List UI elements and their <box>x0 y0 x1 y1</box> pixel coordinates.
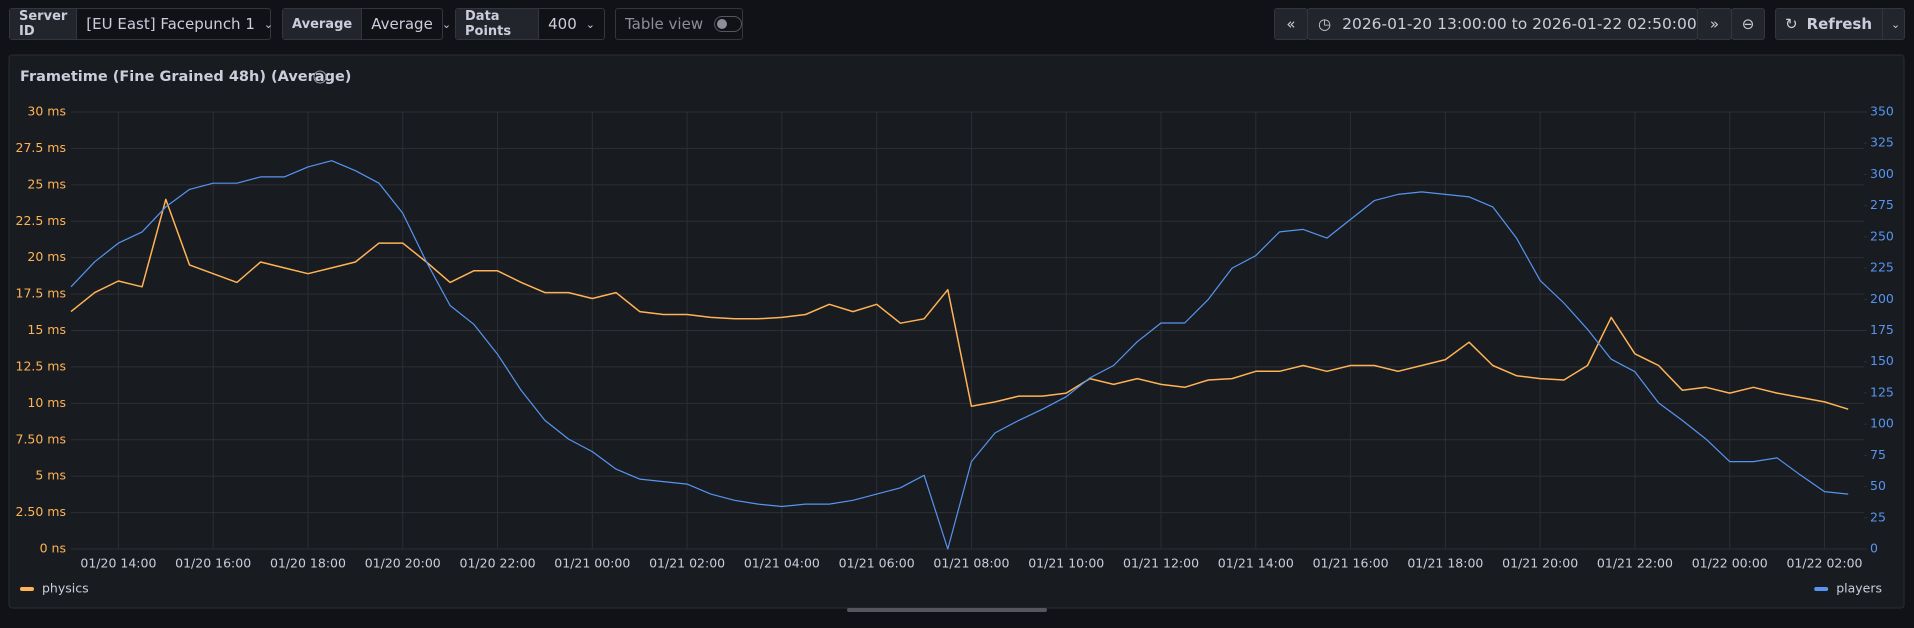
x-tick-label: 01/20 14:00 <box>80 556 156 571</box>
refresh-button[interactable]: ↻ Refresh ⌄ <box>1775 8 1905 40</box>
x-tick-label: 01/21 20:00 <box>1502 556 1578 571</box>
y2-tick-label: 250 <box>1870 228 1894 243</box>
aggregation-select[interactable]: Average Average ⌄ <box>282 8 451 40</box>
server-select[interactable]: Server ID [EU East] Facepunch 1 ⌄ <box>9 8 273 40</box>
y2-tick-label: 100 <box>1870 416 1894 431</box>
table-view-toggle[interactable]: Table view <box>615 8 743 40</box>
server-label: Server ID <box>10 9 78 39</box>
x-tick-label: 01/22 00:00 <box>1692 556 1768 571</box>
x-tick-label: 01/20 20:00 <box>365 556 441 571</box>
x-tick-label: 01/21 00:00 <box>554 556 630 571</box>
shift-back[interactable]: « <box>1274 8 1308 40</box>
x-tick-label: 01/21 06:00 <box>839 556 915 571</box>
y-tick-label: 17.5 ms <box>16 286 67 301</box>
x-tick-label: 01/21 18:00 <box>1407 556 1483 571</box>
time-range: 2026-01-20 13:00:00 to 2026-01-22 02:50:… <box>1342 15 1697 33</box>
y2-tick-label: 275 <box>1870 197 1894 212</box>
y-tick-label: 20 ms <box>27 249 66 264</box>
legend-label: players <box>1836 581 1882 596</box>
points-value: 400 <box>548 15 577 33</box>
chevron: ⌄ <box>263 17 274 31</box>
y2-tick-label: 50 <box>1870 478 1886 493</box>
y2-tick-label: 0 <box>1870 541 1878 556</box>
y-tick-label: 7.50 ms <box>16 431 67 446</box>
scrollbar[interactable] <box>847 608 1047 612</box>
points-label: Data Points <box>456 9 540 39</box>
y-tick-label: 15 ms <box>27 322 66 337</box>
y2-tick-label: 350 <box>1870 104 1894 119</box>
y2-tick-label: 225 <box>1870 260 1894 275</box>
zoom-out[interactable]: ⊖ <box>1731 8 1765 40</box>
aggregation-value: Average <box>371 15 433 33</box>
series-line <box>70 160 1849 550</box>
y2-tick-label: 325 <box>1870 135 1894 150</box>
y2-tick-label: 300 <box>1870 166 1894 181</box>
y-tick-label: 25 ms <box>27 176 66 191</box>
x-tick-label: 01/21 14:00 <box>1218 556 1294 571</box>
y2-tick-label: 150 <box>1870 353 1894 368</box>
y2-tick-label: 25 <box>1870 509 1886 524</box>
x-tick-label: 01/20 18:00 <box>270 556 346 571</box>
x-tick-label: 01/20 22:00 <box>460 556 536 571</box>
y-tick-label: 2.50 ms <box>16 504 67 519</box>
y-tick-label: 22.5 ms <box>16 213 67 228</box>
chevron: ⌄ <box>585 17 595 31</box>
y-tick-label: 30 ms <box>27 104 66 119</box>
y2-tick-label: 75 <box>1870 447 1886 462</box>
y-tick-label: 27.5 ms <box>16 140 67 155</box>
y-tick-label: 10 ms <box>27 395 66 410</box>
x-tick-label: 01/21 16:00 <box>1313 556 1389 571</box>
x-tick-label: 01/21 02:00 <box>649 556 725 571</box>
refresh-label: Refresh <box>1806 15 1873 33</box>
table-view-label: Table view <box>625 15 704 33</box>
refresh-interval[interactable]: ⌄ <box>1882 9 1909 39</box>
clock-icon: ◷ <box>1318 15 1332 33</box>
series-line <box>70 198 1849 410</box>
chevron: ⌄ <box>441 17 452 31</box>
legend-swatch <box>1814 587 1829 591</box>
points-select[interactable]: Data Points 400 ⌄ <box>455 8 605 40</box>
y-tick-label: 0 ns <box>40 541 66 556</box>
x-tick-label: 01/20 16:00 <box>175 556 251 571</box>
y-tick-label: 5 ms <box>35 468 66 483</box>
x-tick-label: 01/21 04:00 <box>744 556 820 571</box>
x-tick-label: 01/21 10:00 <box>1028 556 1104 571</box>
y-tick-label: 12.5 ms <box>16 358 67 373</box>
switch <box>714 16 742 32</box>
x-tick-label: 01/21 08:00 <box>933 556 1009 571</box>
aggregation-label: Average <box>283 9 363 39</box>
panel-title: Frametime (Fine Grained 48h) (Average) <box>20 69 351 85</box>
server-value: [EU East] Facepunch 1 <box>86 15 255 33</box>
time-range-picker[interactable]: ◷ 2026-01-20 13:00:00 to 2026-01-22 02:5… <box>1307 8 1708 40</box>
switch-knob <box>717 19 728 29</box>
x-tick-label: 01/21 22:00 <box>1597 556 1673 571</box>
y2-tick-label: 175 <box>1870 322 1894 337</box>
y2-tick-label: 125 <box>1870 384 1894 399</box>
info-icon[interactable] <box>313 70 327 84</box>
legend-label: physics <box>42 581 89 596</box>
x-tick-label: 01/21 12:00 <box>1123 556 1199 571</box>
refresh-icon: ↻ <box>1785 15 1798 33</box>
legend-swatch <box>20 587 34 591</box>
y2-tick-label: 200 <box>1870 291 1894 306</box>
x-tick-label: 01/22 02:00 <box>1786 556 1862 571</box>
